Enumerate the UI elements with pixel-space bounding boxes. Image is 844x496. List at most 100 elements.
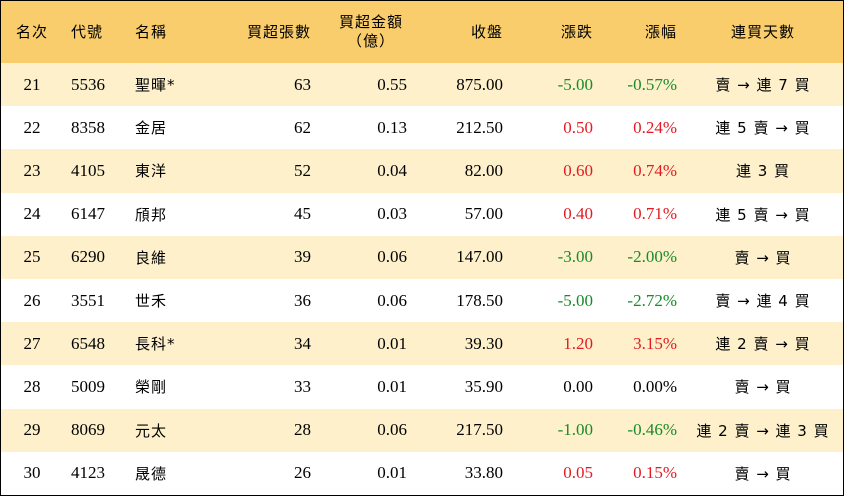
cell-code: 6548 xyxy=(71,333,105,353)
table-row: 24 6147 頎邦 45 0.03 57.00 0.40 0.71% 連 5 賣 → 買 xyxy=(1,192,843,236)
header-net-amount-line2: （億） xyxy=(346,32,395,50)
header-name: 名稱 xyxy=(135,22,168,41)
header-change: 漲跌 xyxy=(560,22,593,41)
cell-close: 147.00 xyxy=(456,247,503,267)
cell-streak: 賣 → 連 7 買 xyxy=(715,76,811,95)
table-row: 21 5536 聖暉* 63 0.55 875.00 -5.00 -0.57% 賣 → 連 7 … xyxy=(1,63,843,107)
table-row: 28 5009 榮剛 33 0.01 35.90 0.00 0.00% 賣 → 買 xyxy=(1,365,843,409)
cell-name: 晟德 xyxy=(135,464,168,483)
cell-net-amount: 0.06 xyxy=(377,290,407,310)
cell-pct: -2.00% xyxy=(627,247,677,267)
cell-change: -3.00 xyxy=(557,247,593,267)
cell-net-amount: 0.03 xyxy=(377,204,407,224)
cell-name: 世禾 xyxy=(135,292,168,311)
cell-rank: 21 xyxy=(23,74,41,94)
cell-code: 4123 xyxy=(71,463,105,483)
cell-pct: 0.00% xyxy=(633,376,677,396)
cell-code: 8358 xyxy=(71,117,105,137)
table-row: 29 8069 元太 28 0.06 217.50 -1.00 -0.46% 連 2 賣 → 連… xyxy=(1,408,843,452)
cell-rank: 25 xyxy=(23,247,41,267)
cell-rank: 23 xyxy=(23,160,41,180)
cell-close: 212.50 xyxy=(456,117,503,137)
header-streak: 連買天數 xyxy=(730,22,795,41)
cell-rank: 22 xyxy=(23,117,41,137)
cell-code: 4105 xyxy=(71,160,105,180)
cell-streak: 賣 → 買 xyxy=(734,464,792,483)
cell-net-lots: 26 xyxy=(294,463,311,483)
cell-pct: 0.24% xyxy=(633,117,677,137)
cell-streak: 連 2 賣 → 買 xyxy=(715,335,811,354)
header-rank: 名次 xyxy=(15,22,48,41)
cell-change: 0.40 xyxy=(563,204,593,224)
cell-net-amount: 0.06 xyxy=(377,420,407,440)
cell-net-amount: 0.01 xyxy=(377,333,407,353)
cell-change: -5.00 xyxy=(557,74,593,94)
cell-close: 57.00 xyxy=(464,204,503,224)
cell-net-lots: 28 xyxy=(294,420,311,440)
cell-close: 82.00 xyxy=(464,160,503,180)
cell-streak: 連 3 買 xyxy=(735,162,791,181)
table-header-row: 名次 代號 名稱 買超張數 買超金額 （億） 收盤 漲跌 漲幅 連買天數 xyxy=(1,1,843,63)
cell-net-amount: 0.01 xyxy=(377,376,407,396)
cell-net-lots: 36 xyxy=(294,290,311,310)
cell-streak: 賣 → 連 4 買 xyxy=(715,292,811,311)
cell-streak: 連 2 賣 → 連 3 買 xyxy=(696,421,830,440)
cell-pct: -2.72% xyxy=(627,290,677,310)
cell-change: 0.60 xyxy=(563,160,593,180)
table-row: 23 4105 東洋 52 0.04 82.00 0.60 0.74% 連 3 買 xyxy=(1,149,843,193)
cell-rank: 28 xyxy=(23,376,41,396)
cell-name: 金居 xyxy=(135,119,168,138)
table-row: 27 6548 長科* 34 0.01 39.30 1.20 3.15% 連 2 賣 → 買 xyxy=(1,322,843,366)
cell-change: -1.00 xyxy=(557,420,593,440)
cell-change: 0.50 xyxy=(563,117,593,137)
header-net-amount: 買超金額 （億） xyxy=(311,1,411,63)
cell-rank: 24 xyxy=(23,204,41,224)
cell-name: 聖暉* xyxy=(135,76,176,95)
cell-name: 頎邦 xyxy=(135,205,168,224)
cell-net-lots: 52 xyxy=(294,160,311,180)
cell-name: 東洋 xyxy=(135,162,168,181)
cell-close: 217.50 xyxy=(456,420,503,440)
cell-net-amount: 0.55 xyxy=(377,74,407,94)
cell-code: 5009 xyxy=(71,376,105,396)
cell-code: 8069 xyxy=(71,420,105,440)
cell-net-lots: 62 xyxy=(294,117,311,137)
cell-streak: 連 5 賣 → 買 xyxy=(715,119,811,138)
cell-change: 0.05 xyxy=(563,463,593,483)
header-code: 代號 xyxy=(71,22,104,41)
cell-net-lots: 34 xyxy=(294,333,311,353)
cell-net-amount: 0.06 xyxy=(377,247,407,267)
cell-rank: 27 xyxy=(23,333,41,353)
cell-code: 5536 xyxy=(71,74,105,94)
cell-code: 3551 xyxy=(71,290,105,310)
cell-close: 33.80 xyxy=(464,463,503,483)
cell-code: 6147 xyxy=(71,204,105,224)
cell-close: 178.50 xyxy=(456,290,503,310)
cell-change: 1.20 xyxy=(563,333,593,353)
cell-net-amount: 0.04 xyxy=(377,160,407,180)
cell-close: 39.30 xyxy=(464,333,503,353)
cell-rank: 29 xyxy=(23,420,41,440)
header-net-lots: 買超張數 xyxy=(246,22,311,41)
header-net-amount-line1: 買超金額 xyxy=(338,13,403,31)
cell-name: 榮剛 xyxy=(135,378,168,397)
cell-net-amount: 0.13 xyxy=(377,117,407,137)
cell-close: 875.00 xyxy=(456,74,503,94)
cell-rank: 30 xyxy=(23,463,41,483)
cell-pct: -0.57% xyxy=(627,74,677,94)
table-row: 26 3551 世禾 36 0.06 178.50 -5.00 -2.72% 賣 → 連 4 買 xyxy=(1,278,843,323)
header-close: 收盤 xyxy=(470,22,503,41)
cell-pct: -0.46% xyxy=(627,420,677,440)
cell-net-amount: 0.01 xyxy=(377,463,407,483)
cell-change: 0.00 xyxy=(563,376,593,396)
table-row: 25 6290 良維 39 0.06 147.00 -3.00 -2.00% 賣 → 買 xyxy=(1,235,843,279)
cell-pct: 0.15% xyxy=(633,463,677,483)
cell-streak: 連 5 賣 → 買 xyxy=(715,205,811,224)
cell-rank: 26 xyxy=(23,290,41,310)
cell-pct: 0.71% xyxy=(633,204,677,224)
cell-code: 6290 xyxy=(71,247,105,267)
cell-change: -5.00 xyxy=(557,290,593,310)
cell-name: 良維 xyxy=(135,248,168,267)
cell-streak: 賣 → 買 xyxy=(734,248,792,267)
